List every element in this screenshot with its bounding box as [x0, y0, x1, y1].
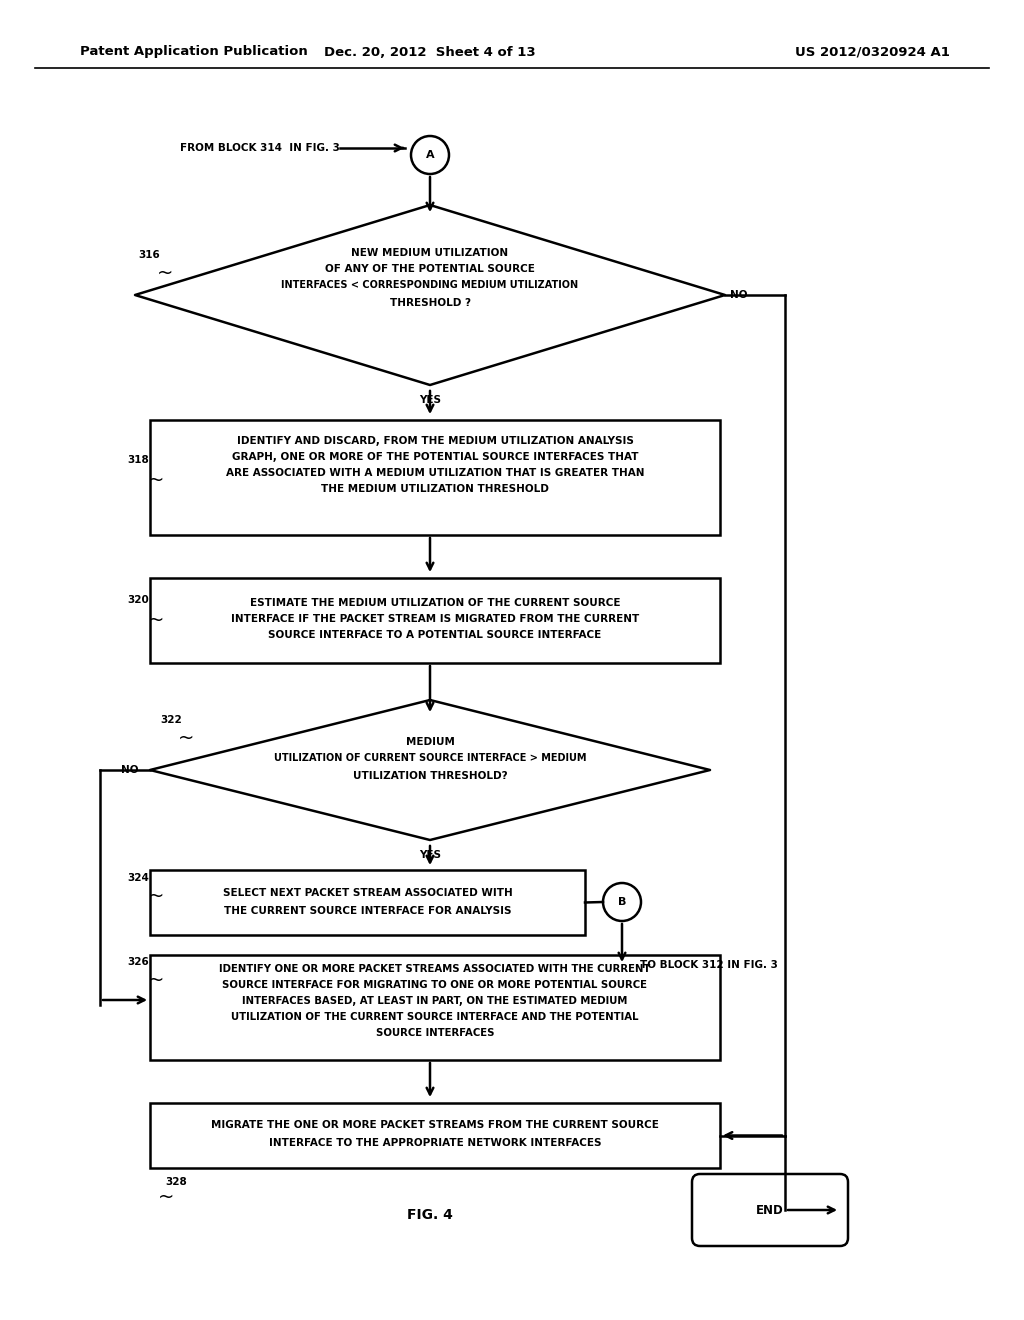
Text: THRESHOLD ?: THRESHOLD ?	[389, 298, 470, 308]
Text: YES: YES	[419, 395, 441, 405]
Text: INTERFACE IF THE PACKET STREAM IS MIGRATED FROM THE CURRENT: INTERFACE IF THE PACKET STREAM IS MIGRAT…	[230, 614, 639, 623]
Text: ARE ASSOCIATED WITH A MEDIUM UTILIZATION THAT IS GREATER THAN: ARE ASSOCIATED WITH A MEDIUM UTILIZATION…	[225, 469, 644, 479]
Text: IDENTIFY ONE OR MORE PACKET STREAMS ASSOCIATED WITH THE CURRENT: IDENTIFY ONE OR MORE PACKET STREAMS ASSO…	[219, 965, 650, 974]
Text: THE MEDIUM UTILIZATION THRESHOLD: THE MEDIUM UTILIZATION THRESHOLD	[322, 484, 549, 495]
Text: B: B	[617, 898, 627, 907]
FancyBboxPatch shape	[692, 1173, 848, 1246]
Text: YES: YES	[419, 850, 441, 861]
Text: ~: ~	[148, 970, 165, 990]
Text: MEDIUM: MEDIUM	[406, 737, 455, 747]
Text: SOURCE INTERFACE TO A POTENTIAL SOURCE INTERFACE: SOURCE INTERFACE TO A POTENTIAL SOURCE I…	[268, 630, 602, 639]
Text: NO: NO	[121, 766, 138, 775]
Text: NEW MEDIUM UTILIZATION: NEW MEDIUM UTILIZATION	[351, 248, 509, 257]
Text: 316: 316	[138, 249, 160, 260]
Text: ~: ~	[148, 887, 165, 906]
Text: MIGRATE THE ONE OR MORE PACKET STREAMS FROM THE CURRENT SOURCE: MIGRATE THE ONE OR MORE PACKET STREAMS F…	[211, 1121, 658, 1130]
Text: US 2012/0320924 A1: US 2012/0320924 A1	[795, 45, 950, 58]
Text: Dec. 20, 2012  Sheet 4 of 13: Dec. 20, 2012 Sheet 4 of 13	[325, 45, 536, 58]
Text: A: A	[426, 150, 434, 160]
Text: END: END	[756, 1204, 784, 1217]
Text: ESTIMATE THE MEDIUM UTILIZATION OF THE CURRENT SOURCE: ESTIMATE THE MEDIUM UTILIZATION OF THE C…	[250, 598, 621, 607]
Text: 322: 322	[160, 715, 181, 725]
Text: SOURCE INTERFACES: SOURCE INTERFACES	[376, 1028, 495, 1039]
Text: ~: ~	[178, 729, 195, 747]
Text: FROM BLOCK 314  IN FIG. 3: FROM BLOCK 314 IN FIG. 3	[180, 143, 340, 153]
Text: 324: 324	[127, 873, 148, 883]
Text: ~: ~	[157, 264, 173, 282]
Text: 320: 320	[127, 595, 148, 605]
Bar	[150, 420, 720, 535]
Text: INTERFACES BASED, AT LEAST IN PART, ON THE ESTIMATED MEDIUM: INTERFACES BASED, AT LEAST IN PART, ON T…	[243, 997, 628, 1006]
Bar	[150, 578, 720, 663]
Text: UTILIZATION OF THE CURRENT SOURCE INTERFACE AND THE POTENTIAL: UTILIZATION OF THE CURRENT SOURCE INTERF…	[231, 1012, 639, 1023]
Text: GRAPH, ONE OR MORE OF THE POTENTIAL SOURCE INTERFACES THAT: GRAPH, ONE OR MORE OF THE POTENTIAL SOUR…	[231, 453, 638, 462]
Text: SOURCE INTERFACE FOR MIGRATING TO ONE OR MORE POTENTIAL SOURCE: SOURCE INTERFACE FOR MIGRATING TO ONE OR…	[222, 981, 647, 990]
Bar	[150, 1104, 720, 1168]
Text: 328: 328	[165, 1177, 186, 1187]
Text: 318: 318	[127, 455, 148, 465]
Text: INTERFACE TO THE APPROPRIATE NETWORK INTERFACES: INTERFACE TO THE APPROPRIATE NETWORK INT…	[268, 1138, 601, 1148]
Text: 326: 326	[127, 957, 148, 968]
Bar	[150, 954, 720, 1060]
Text: ~: ~	[148, 470, 165, 490]
Text: UTILIZATION OF CURRENT SOURCE INTERFACE > MEDIUM: UTILIZATION OF CURRENT SOURCE INTERFACE …	[273, 752, 587, 763]
Text: SELECT NEXT PACKET STREAM ASSOCIATED WITH: SELECT NEXT PACKET STREAM ASSOCIATED WIT…	[222, 887, 512, 898]
Text: TO BLOCK 312 IN FIG. 3: TO BLOCK 312 IN FIG. 3	[640, 960, 778, 970]
Text: ~: ~	[158, 1188, 174, 1206]
Text: IDENTIFY AND DISCARD, FROM THE MEDIUM UTILIZATION ANALYSIS: IDENTIFY AND DISCARD, FROM THE MEDIUM UT…	[237, 437, 634, 446]
Bar	[150, 870, 585, 935]
Text: UTILIZATION THRESHOLD?: UTILIZATION THRESHOLD?	[352, 771, 507, 781]
Text: INTERFACES < CORRESPONDING MEDIUM UTILIZATION: INTERFACES < CORRESPONDING MEDIUM UTILIZ…	[282, 280, 579, 290]
Text: Patent Application Publication: Patent Application Publication	[80, 45, 308, 58]
Text: OF ANY OF THE POTENTIAL SOURCE: OF ANY OF THE POTENTIAL SOURCE	[325, 264, 535, 275]
Text: FIG. 4: FIG. 4	[408, 1208, 453, 1222]
Text: ~: ~	[148, 610, 165, 630]
Text: THE CURRENT SOURCE INTERFACE FOR ANALYSIS: THE CURRENT SOURCE INTERFACE FOR ANALYSI…	[224, 906, 511, 916]
Text: NO: NO	[730, 290, 748, 300]
